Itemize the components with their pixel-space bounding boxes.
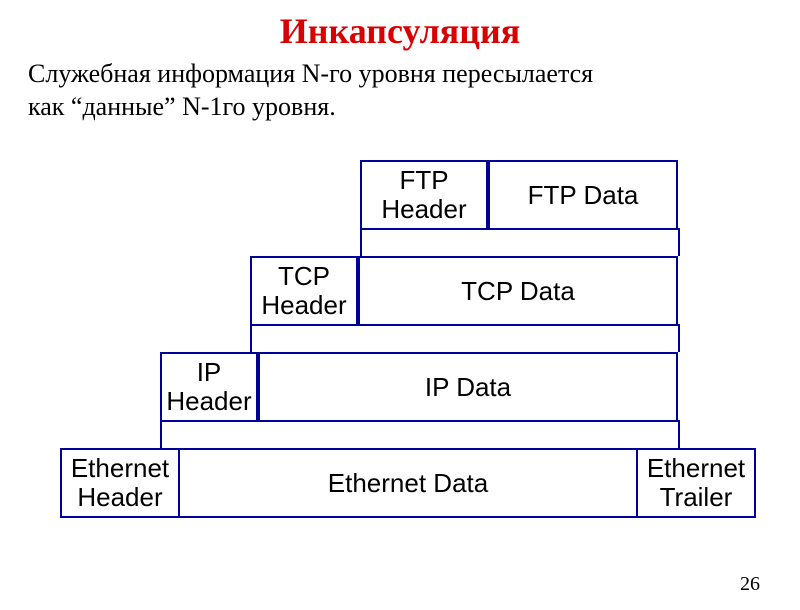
layer-cell: IP Data [258, 352, 678, 422]
page-title: Инкапсуляция [0, 10, 800, 52]
layer-cell: TCP Header [250, 256, 360, 326]
layer-cell: Ethernet Data [178, 448, 638, 518]
layer-cell: FTP Header [360, 160, 490, 230]
layer-row: Ethernet HeaderEthernet DataEthernet Tra… [60, 448, 760, 518]
layer-cell: Ethernet Header [60, 448, 180, 518]
encapsulation-bracket [250, 324, 680, 354]
layer-row: IP HeaderIP Data [160, 352, 680, 422]
layer-cell: IP Header [160, 352, 260, 422]
layer-cell: Ethernet Trailer [636, 448, 756, 518]
encapsulation-bracket [360, 228, 680, 258]
page-number: 26 [740, 573, 760, 596]
layer-row: TCP HeaderTCP Data [250, 256, 680, 326]
subtitle-text: Служебная информация N-го уровня пересыл… [28, 58, 800, 123]
layer-row: FTP HeaderFTP Data [360, 160, 680, 230]
encapsulation-diagram: FTP HeaderFTP DataTCP HeaderTCP DataIP H… [60, 160, 760, 540]
encapsulation-bracket [160, 420, 680, 450]
layer-cell: FTP Data [488, 160, 678, 230]
layer-cell: TCP Data [358, 256, 678, 326]
